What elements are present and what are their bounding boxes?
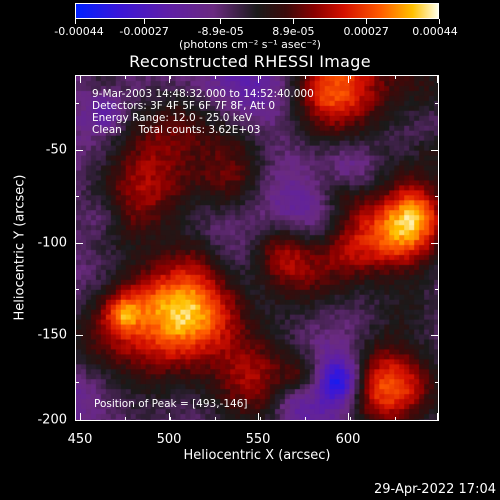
- y-tick-label: -50: [45, 142, 67, 158]
- heatmap-image: [76, 76, 438, 420]
- plot-title: Reconstructed RHESSI Image: [129, 52, 371, 71]
- tick-mark: [169, 413, 170, 421]
- x-tick-label: 600: [335, 432, 361, 447]
- tick-mark: [75, 382, 79, 383]
- tick-mark: [125, 417, 126, 421]
- colorbar-tick: [292, 19, 294, 24]
- tick-mark: [305, 75, 306, 79]
- tick-mark: [437, 75, 438, 83]
- tick-mark: [75, 103, 79, 104]
- x-axis-label: Heliocentric X (arcsec): [183, 448, 331, 463]
- tick-mark: [435, 289, 439, 290]
- tick-mark: [431, 150, 439, 151]
- peak-position-label: Position of Peak = [493,-146]: [94, 398, 248, 410]
- colorbar-tick-label: 8.9e-05: [272, 25, 315, 38]
- colorbar-tick-label: 0.00044: [412, 25, 458, 38]
- tick-mark: [215, 417, 216, 421]
- x-tick-label: 550: [245, 432, 271, 447]
- colorbar-tick: [74, 19, 76, 24]
- tick-mark: [215, 75, 216, 79]
- tick-mark: [395, 417, 396, 421]
- tick-mark: [431, 335, 439, 336]
- colorbar-tick-label: 0.00027: [343, 25, 389, 38]
- tick-mark: [435, 196, 439, 197]
- tick-mark: [395, 75, 396, 79]
- tick-mark: [75, 150, 83, 151]
- info-line-counts: Clean Total counts: 3.62E+03: [92, 124, 261, 136]
- tick-mark: [348, 75, 349, 83]
- image-plot-area: 9-Mar-2003 14:48:32.000 to 14:52:40.000 …: [75, 75, 439, 421]
- tick-mark: [80, 75, 81, 83]
- tick-mark: [435, 103, 439, 104]
- tick-mark: [435, 382, 439, 383]
- y-tick-label: -150: [37, 327, 67, 343]
- colorbar-tick-label: -0.00044: [54, 25, 104, 38]
- tick-mark: [350, 75, 351, 79]
- colorbar-units: (photons cm⁻² s⁻¹ asec⁻²): [179, 38, 321, 51]
- tick-mark: [258, 75, 259, 83]
- colorbar-tick: [143, 19, 145, 24]
- tick-mark: [75, 289, 79, 290]
- tick-mark: [260, 417, 261, 421]
- tick-mark: [431, 420, 439, 421]
- tick-mark: [260, 75, 261, 79]
- x-tick-label: 450: [67, 432, 93, 447]
- info-line-time: 9-Mar-2003 14:48:32.000 to 14:52:40.000: [92, 88, 314, 100]
- y-tick-label: -200: [37, 412, 67, 428]
- colorbar-tick: [438, 19, 440, 24]
- info-line-energy: Energy Range: 12.0 - 25.0 keV: [92, 112, 253, 124]
- y-tick-label: -100: [37, 235, 67, 251]
- tick-mark: [348, 413, 349, 421]
- tick-mark: [75, 196, 79, 197]
- date-stamp: 29-Apr-2022 17:04: [374, 482, 496, 497]
- x-tick-label: 500: [156, 432, 182, 447]
- tick-mark: [170, 75, 171, 79]
- colorbar: [75, 3, 439, 19]
- y-axis-label: Heliocentric Y (arcsec): [12, 174, 28, 321]
- colorbar-tick-label: -8.9e-05: [197, 25, 244, 38]
- tick-mark: [169, 75, 170, 83]
- tick-mark: [305, 417, 306, 421]
- tick-mark: [170, 417, 171, 421]
- colorbar-tick: [365, 19, 367, 24]
- tick-mark: [125, 75, 126, 79]
- tick-mark: [437, 413, 438, 421]
- tick-mark: [75, 243, 83, 244]
- tick-mark: [75, 335, 83, 336]
- tick-mark: [350, 417, 351, 421]
- tick-mark: [431, 243, 439, 244]
- tick-mark: [75, 420, 83, 421]
- info-line-detectors: Detectors: 3F 4F 5F 6F 7F 8F, Att 0: [92, 100, 276, 112]
- tick-mark: [80, 413, 81, 421]
- colorbar-tick: [220, 19, 222, 24]
- tick-mark: [258, 413, 259, 421]
- colorbar-tick-label: -0.00027: [119, 25, 169, 38]
